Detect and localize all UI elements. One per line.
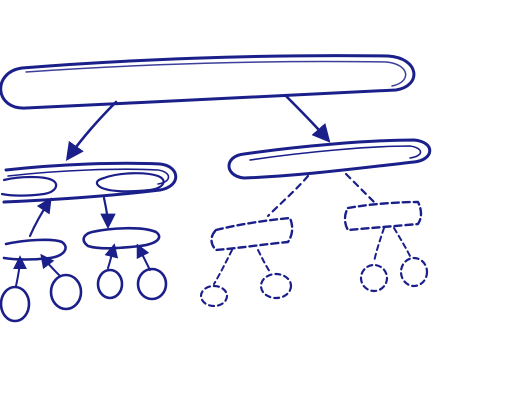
edge-right-mid-to-child-a	[266, 174, 310, 218]
edge-right-child-a-to-leaf1	[213, 249, 233, 285]
edge-leaf4-to-child-b	[136, 243, 151, 271]
edge-right-child-b-to-leaf3	[373, 227, 385, 263]
edge-right-child-a-to-leaf2	[257, 249, 271, 273]
left-mid-node	[2, 161, 178, 204]
right-leaf-1	[199, 284, 229, 308]
left-child-b	[82, 226, 161, 250]
left-mid-inner-b	[95, 172, 165, 193]
right-mid-node	[227, 138, 432, 180]
edge-leaf1-to-child-a	[12, 255, 27, 287]
right-leaf-2	[259, 272, 293, 300]
edge-leaf2-to-child-a	[40, 253, 61, 277]
left-child-a	[2, 238, 67, 261]
right-child-a	[210, 216, 294, 252]
left-leaf-4	[136, 267, 168, 301]
edge-root-to-right-mid	[284, 94, 331, 143]
root-node	[0, 54, 416, 110]
left-leaf-2	[49, 273, 83, 311]
edge-left-mid-to-child-a	[28, 197, 52, 238]
right-leaf-3	[359, 263, 389, 293]
left-leaf-3	[96, 268, 124, 300]
left-mid-inner-a	[0, 175, 58, 197]
edge-left-mid-to-child-b	[100, 196, 116, 230]
edge-right-mid-to-child-b	[344, 172, 378, 206]
edge-root-to-left-mid	[65, 100, 118, 161]
edge-right-child-b-to-leaf4	[393, 227, 411, 257]
right-child-b	[343, 200, 423, 232]
left-leaf-1	[0, 285, 31, 323]
edge-leaf3-to-child-b	[104, 243, 119, 269]
right-leaf-4	[399, 256, 429, 288]
